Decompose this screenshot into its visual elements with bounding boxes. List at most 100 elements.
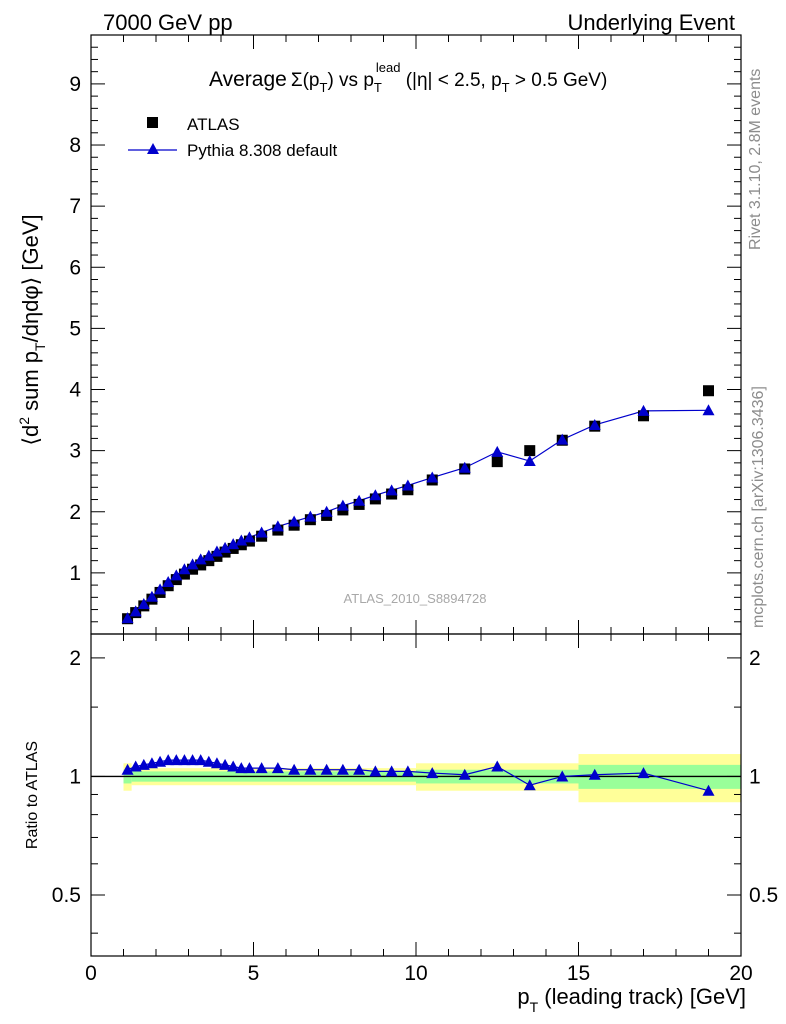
ratio-point-25 xyxy=(401,765,414,777)
main-y-axis-label: ⟨d2 sum pT/dηdφ⟩ [GeV] xyxy=(16,214,48,445)
ratio-point-33 xyxy=(702,784,715,796)
pythia-point-6 xyxy=(170,569,183,581)
x-tick-label: 20 xyxy=(729,962,752,985)
x-axis-label: pT (leading track) [GeV] xyxy=(517,984,746,1015)
pythia-point-27 xyxy=(458,461,471,473)
x-tick-label: 5 xyxy=(248,962,260,985)
ratio-point-21 xyxy=(336,763,349,775)
ratio-point-10 xyxy=(202,755,215,767)
pythia-point-4 xyxy=(154,583,167,595)
ratio-point-31 xyxy=(588,768,601,780)
ratio-point-5 xyxy=(162,754,175,766)
pythia-point-19 xyxy=(304,510,317,522)
main-y-tick-label: 1 xyxy=(69,562,81,585)
main-y-tick-label: 2 xyxy=(69,501,81,524)
ratio-curve xyxy=(127,759,709,792)
ratio-y-axis-label: Ratio to ATLAS xyxy=(24,741,41,849)
ratio-point-19 xyxy=(304,763,317,775)
pythia-point-10 xyxy=(202,549,215,561)
main-y-tick-label: 8 xyxy=(69,134,81,157)
mcplots-reference-label: mcplots.cern.ch [arXiv:1306.3436] xyxy=(750,386,767,628)
ratio-point-7 xyxy=(178,754,191,766)
pythia-point-22 xyxy=(353,494,366,506)
legend: ATLAS Pythia 8.308 default xyxy=(128,115,338,160)
pythia-point-33 xyxy=(702,404,715,416)
header-left-label: 7000 GeV pp xyxy=(103,10,233,35)
ratio-point-24 xyxy=(385,765,398,777)
pythia-curve xyxy=(127,409,709,619)
pythia-point-2 xyxy=(137,598,150,610)
pythia-point-18 xyxy=(288,515,301,527)
pythia-point-21 xyxy=(336,499,349,511)
pythia-point-14 xyxy=(235,534,248,546)
ratio-y-tick-label: 2 xyxy=(69,647,81,670)
ratio-point-0 xyxy=(121,763,134,775)
legend-atlas-marker xyxy=(147,117,158,128)
pythia-point-11 xyxy=(210,545,223,557)
pythia-point-12 xyxy=(219,541,232,553)
ratio-point-14 xyxy=(235,762,248,774)
pythia-point-0 xyxy=(121,612,134,624)
rivet-version-label: Rivet 3.1.10, 2.8M events xyxy=(747,69,764,250)
pythia-point-29 xyxy=(523,455,536,467)
pythia-point-16 xyxy=(255,526,268,538)
main-y-tick-label: 4 xyxy=(69,379,81,402)
pythia-point-20 xyxy=(320,505,333,517)
main-y-tick-label: 3 xyxy=(69,440,81,463)
main-chart-title: Average Σ(pT) vs pTlead (|η| < 2.5, pT > … xyxy=(209,60,607,95)
ratio-point-27 xyxy=(458,768,471,780)
pythia-point-17 xyxy=(271,520,284,532)
analysis-id-label: ATLAS_2010_S8894728 xyxy=(344,591,487,606)
legend-pythia-marker xyxy=(147,143,159,154)
pythia-point-15 xyxy=(243,531,256,543)
pythia-point-5 xyxy=(162,576,175,588)
pythia-point-3 xyxy=(145,590,158,602)
pythia-point-28 xyxy=(491,445,504,457)
axes-layer: 0 5 10 15 20 1 2 3 4 5 6 7 8 9 0.5 0.5 1 1 2 2 xyxy=(52,34,778,985)
pythia-point-25 xyxy=(401,479,414,491)
ratio-point-17 xyxy=(271,762,284,774)
pythia-point-26 xyxy=(426,471,439,483)
ratio-point-11 xyxy=(210,757,223,769)
main-series-layer xyxy=(121,385,715,625)
ratio-point-29 xyxy=(523,779,536,791)
atlas-point-28 xyxy=(491,456,503,468)
ratio-point-30 xyxy=(556,770,569,782)
ratio-point-23 xyxy=(369,765,382,777)
atlas-point-29 xyxy=(524,445,536,457)
ratio-series-layer xyxy=(121,754,715,796)
ratio-y-tick-label-right: 2 xyxy=(749,647,761,670)
ratio-y-tick-label: 1 xyxy=(69,765,81,788)
ratio-point-22 xyxy=(353,763,366,775)
main-y-tick-label: 7 xyxy=(69,195,81,218)
ratio-point-8 xyxy=(186,754,199,766)
x-tick-label: 0 xyxy=(85,962,97,985)
pythia-point-1 xyxy=(129,605,142,617)
x-tick-label: 10 xyxy=(404,962,427,985)
ratio-point-32 xyxy=(637,767,650,779)
ratio-y-tick-label-right: 1 xyxy=(749,765,761,788)
atlas-point-33 xyxy=(703,385,714,397)
pythia-point-8 xyxy=(186,558,199,570)
ratio-point-9 xyxy=(194,754,207,766)
ratio-point-13 xyxy=(227,760,240,772)
pythia-point-32 xyxy=(637,404,650,416)
ratio-y-tick-label: 0.5 xyxy=(52,884,81,907)
main-y-tick-label: 6 xyxy=(69,256,81,279)
legend-pythia-label: Pythia 8.308 default xyxy=(187,141,338,160)
legend-atlas-label: ATLAS xyxy=(187,115,240,134)
pythia-point-24 xyxy=(385,484,398,496)
ratio-point-16 xyxy=(255,762,268,774)
atlas-point-9 xyxy=(195,559,207,571)
ratio-point-18 xyxy=(288,763,301,775)
x-tick-label: 15 xyxy=(567,962,590,985)
ratio-point-6 xyxy=(170,754,183,766)
ratio-point-26 xyxy=(426,767,439,779)
ratio-point-15 xyxy=(243,762,256,774)
pythia-point-9 xyxy=(194,553,207,565)
pythia-point-13 xyxy=(227,538,240,550)
main-y-tick-label: 9 xyxy=(69,73,81,96)
pythia-point-30 xyxy=(556,433,569,445)
ratio-point-28 xyxy=(491,760,504,772)
